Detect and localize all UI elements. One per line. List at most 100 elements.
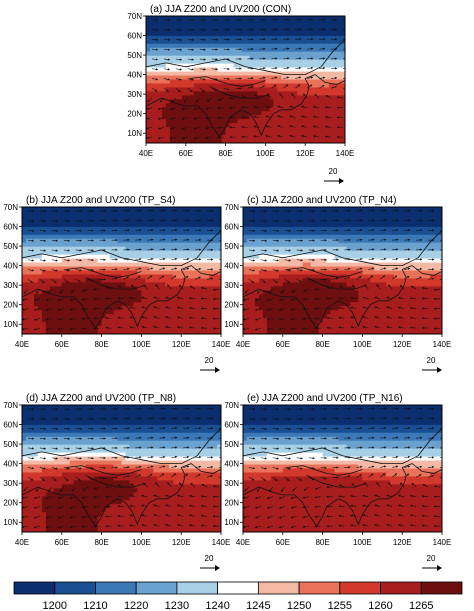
wind-vectors — [146, 18, 345, 140]
panel-title: (c) JJA Z200 and UV200 (TP_N4) — [247, 195, 397, 206]
panel-e: (e) JJA Z200 and UV200 (TP_N16) 40E 60E 80E… — [224, 393, 451, 571]
x-tick-label: 120E — [172, 538, 191, 547]
wind-vectors — [243, 407, 442, 529]
wind-vectors — [22, 407, 221, 529]
y-tick-label: 70N — [127, 12, 142, 21]
colorbar-tick-label: 1220 — [124, 600, 148, 611]
colorbar-tick-label: 1250 — [287, 600, 311, 611]
y-tick-label: 10N — [3, 518, 18, 527]
colorbar-swatch — [54, 581, 96, 595]
x-tick-label: 80E — [315, 538, 329, 547]
colorbar-swatch — [176, 581, 219, 595]
y-tick-label: 40N — [224, 460, 239, 469]
y-tick-label: 50N — [127, 51, 142, 60]
x-tick-label: 100E — [256, 149, 275, 158]
y-tick-label: 30N — [224, 479, 239, 488]
reference-arrow-icon: 20 — [200, 356, 220, 373]
colorbar-swatch — [135, 581, 178, 595]
colorbar-tick-label: 1265 — [409, 600, 433, 611]
x-tick-label: 140E — [433, 340, 452, 349]
x-tick-label: 40E — [15, 538, 29, 547]
coastline — [243, 265, 442, 329]
coastline — [85, 474, 146, 488]
panel-d: (d) JJA Z200 and UV200 (TP_N8) 40E 60E 80E 1… — [3, 393, 230, 571]
panel-frame — [21, 206, 222, 335]
contour-field — [22, 207, 221, 334]
reference-vector-label: 20 — [329, 167, 338, 176]
y-tick-label: 50N — [224, 440, 239, 449]
y-tick-label: 30N — [3, 281, 18, 290]
colorbar-tick-label: 1230 — [165, 600, 189, 611]
y-tick-label: 20N — [224, 499, 239, 508]
y-tick-label: 20N — [224, 301, 239, 310]
y-tick-label: 20N — [127, 110, 142, 119]
coastline — [286, 267, 363, 278]
coastline — [243, 428, 442, 464]
coastline — [306, 276, 367, 290]
colorbar-swatch — [380, 581, 422, 595]
colorbar-swatch — [339, 581, 381, 595]
y-tick-label: 10N — [127, 129, 142, 138]
x-tick-label: 60E — [55, 538, 69, 547]
x-tick-label: 140E — [433, 538, 452, 547]
reference-vector-label: 20 — [427, 356, 436, 365]
x-tick-label: 40E — [236, 538, 250, 547]
panel-c: (c) JJA Z200 and UV200 (TP_N4) 40E 60E 80E 1… — [224, 195, 451, 373]
x-tick-label: 100E — [132, 538, 151, 547]
coastline — [146, 39, 345, 75]
reference-arrow-icon: 20 — [422, 554, 442, 571]
colorbar-swatch — [298, 581, 341, 595]
panel-title: (a) JJA Z200 and UV200 (CON) — [150, 4, 291, 15]
x-tick-label: 100E — [132, 340, 151, 349]
coastline — [146, 74, 345, 138]
x-tick-label: 100E — [353, 340, 372, 349]
coastline — [243, 463, 442, 527]
x-tick-label: 40E — [139, 149, 153, 158]
colorbar-swatch — [257, 581, 300, 595]
x-tick-label: 60E — [55, 340, 69, 349]
coastline — [209, 85, 270, 99]
colorbar-tick-label: 1260 — [368, 600, 392, 611]
y-tick-label: 30N — [3, 479, 18, 488]
panel-frame — [242, 206, 443, 335]
coastline — [22, 265, 221, 329]
x-tick-label: 60E — [276, 340, 290, 349]
wind-vectors — [22, 209, 221, 331]
contour-field — [146, 16, 345, 143]
panel-b: (b) JJA Z200 and UV200 (TP_S4) 40E 60E 80E 1… — [3, 195, 230, 373]
y-tick-label: 30N — [127, 90, 142, 99]
y-tick-label: 70N — [224, 401, 239, 410]
reference-vector-label: 20 — [427, 554, 436, 563]
panel-frame — [21, 404, 222, 533]
x-tick-label: 140E — [336, 149, 355, 158]
coastline — [286, 465, 363, 476]
panel-title: (d) JJA Z200 and UV200 (TP_N8) — [26, 393, 176, 404]
x-tick-label: 80E — [94, 340, 108, 349]
y-tick-label: 70N — [3, 401, 18, 410]
panel-title: (e) JJA Z200 and UV200 (TP_N16) — [247, 393, 403, 404]
colorbar-tick-label: 1200 — [42, 600, 66, 611]
reference-vector-label: 20 — [205, 356, 214, 365]
y-tick-label: 60N — [224, 421, 239, 430]
y-tick-label: 60N — [127, 32, 142, 41]
coastline — [65, 267, 142, 278]
panel-a: (a) JJA Z200 and UV200 (CON) 40E 60E 80E 100… — [127, 4, 354, 184]
coastline — [189, 76, 266, 87]
panel-frame — [145, 15, 346, 144]
x-tick-label: 80E — [94, 538, 108, 547]
x-tick-label: 60E — [179, 149, 193, 158]
wind-vectors — [243, 209, 442, 331]
x-tick-label: 120E — [296, 149, 315, 158]
y-tick-label: 20N — [3, 499, 18, 508]
y-tick-label: 60N — [3, 421, 18, 430]
colorbar-tick-label: 1210 — [83, 600, 107, 611]
coastline — [243, 230, 442, 266]
coastline — [65, 465, 142, 476]
y-tick-label: 30N — [224, 281, 239, 290]
panel-title: (b) JJA Z200 and UV200 (TP_S4) — [26, 195, 176, 206]
y-tick-label: 60N — [3, 223, 18, 232]
x-tick-label: 120E — [393, 538, 412, 547]
contour-field — [243, 207, 442, 334]
x-tick-label: 80E — [218, 149, 232, 158]
